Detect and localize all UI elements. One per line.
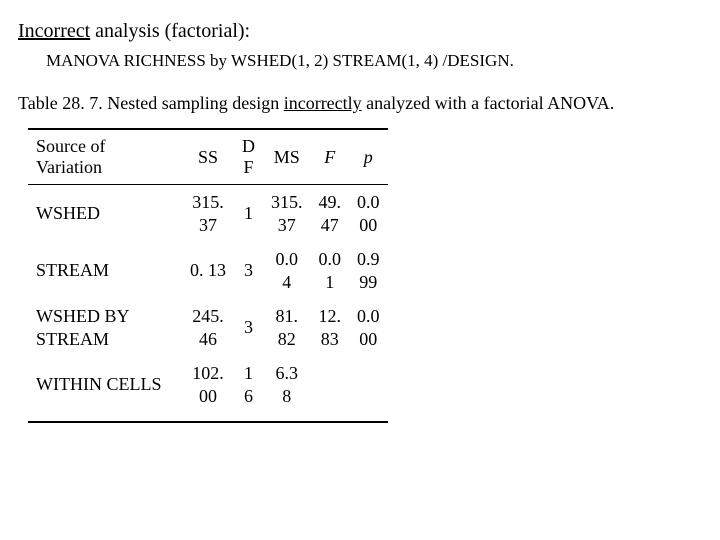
- heading: Incorrect analysis (factorial):: [18, 20, 702, 43]
- col-source-l2: Variation: [36, 157, 102, 177]
- cell-ms: 315.37: [263, 185, 311, 243]
- cell-df: 3: [234, 242, 263, 299]
- cell-f: [311, 356, 350, 422]
- cell-p: 0.000: [349, 299, 388, 356]
- caption-pre: Table 28. 7. Nested sampling design: [18, 93, 284, 113]
- cell-ss: 315.37: [182, 185, 234, 243]
- col-df: D F: [234, 129, 263, 185]
- table-row: STREAM 0. 13 3 0.04 0.01 0.999: [28, 242, 388, 299]
- cell-p: 0.999: [349, 242, 388, 299]
- cell-source: STREAM: [28, 242, 182, 299]
- cell-p: 0.000: [349, 185, 388, 243]
- table-header-row: Source of Variation SS D F MS F p: [28, 129, 388, 185]
- cell-df: 3: [234, 299, 263, 356]
- table-row: WITHIN CELLS 102.00 16 6.38: [28, 356, 388, 422]
- table-caption: Table 28. 7. Nested sampling design inco…: [18, 93, 702, 114]
- heading-underlined: Incorrect: [18, 20, 90, 42]
- col-source: Source of Variation: [28, 129, 182, 185]
- cell-f: 0.01: [311, 242, 350, 299]
- col-df-l1: D: [242, 136, 255, 156]
- cell-p: [349, 356, 388, 422]
- col-f: F: [311, 129, 350, 185]
- heading-rest: analysis (factorial):: [90, 20, 250, 42]
- anova-table: Source of Variation SS D F MS F p WSHED …: [28, 128, 388, 423]
- cell-ss: 102.00: [182, 356, 234, 422]
- caption-underlined: incorrectly: [284, 93, 362, 113]
- cell-source: WSHED: [28, 185, 182, 243]
- cell-ss: 245.46: [182, 299, 234, 356]
- col-df-l2: F: [243, 157, 253, 177]
- col-p: p: [349, 129, 388, 185]
- cell-source: WSHED BYSTREAM: [28, 299, 182, 356]
- cell-f: 49.47: [311, 185, 350, 243]
- cell-df: 16: [234, 356, 263, 422]
- cell-ms: 0.04: [263, 242, 311, 299]
- table-row: WSHED BYSTREAM 245.46 3 81.82 12.83 0.00…: [28, 299, 388, 356]
- col-source-l1: Source of: [36, 136, 105, 156]
- cell-source: WITHIN CELLS: [28, 356, 182, 422]
- col-ss: SS: [182, 129, 234, 185]
- col-ms: MS: [263, 129, 311, 185]
- cell-f: 12.83: [311, 299, 350, 356]
- cell-df: 1: [234, 185, 263, 243]
- cell-ss: 0. 13: [182, 242, 234, 299]
- table-row: WSHED 315.37 1 315.37 49.47 0.000: [28, 185, 388, 243]
- cell-ms: 81.82: [263, 299, 311, 356]
- caption-post: analyzed with a factorial ANOVA.: [362, 93, 615, 113]
- cell-ms: 6.38: [263, 356, 311, 422]
- manova-syntax: MANOVA RICHNESS by WSHED(1, 2) STREAM(1,…: [46, 51, 702, 71]
